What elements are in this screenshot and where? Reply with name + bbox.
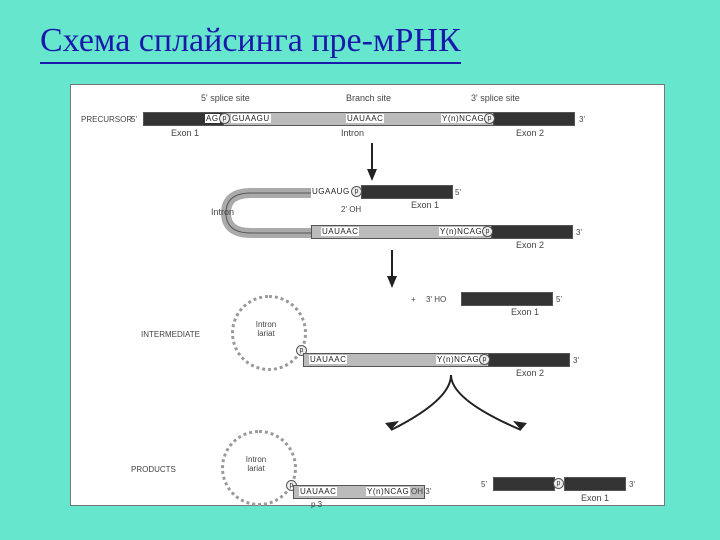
label-3p-c: 3' <box>573 356 579 365</box>
label-2oh: 2' OH <box>341 205 361 214</box>
seq-ag1: AG <box>205 114 220 123</box>
seq-uauaac2: UAUAAC <box>321 227 359 236</box>
arrow2-stem <box>391 250 393 278</box>
seq-uauaac1: UAUAAC <box>346 114 384 123</box>
label-exon1-b: Exon 1 <box>411 200 439 210</box>
label-5p-b: 5' <box>455 188 461 197</box>
step2-exon1 <box>361 185 453 199</box>
label-branch: Branch site <box>346 93 391 103</box>
label-3p-d: 3' <box>629 480 635 489</box>
label-precursor: PRECURSOR <box>81 115 132 124</box>
label-5p-d: 5' <box>481 480 487 489</box>
seq-uauaac4: UAUAAC <box>299 487 337 496</box>
splicing-diagram: 5' splice site Branch site 3' splice sit… <box>70 84 665 506</box>
seq-yncag3: Y(n)NCAG <box>436 355 480 364</box>
p-circle-8: p <box>553 478 564 489</box>
label-3-splice: 3' splice site <box>471 93 520 103</box>
label-5prime: 5' <box>131 115 137 124</box>
p-circle-4: p <box>482 226 493 237</box>
seq-yncag1: Y(n)NCAG <box>441 114 485 123</box>
label-exon1-c: Exon 1 <box>511 307 539 317</box>
precursor-exon2 <box>493 112 575 126</box>
int-exon1 <box>461 292 553 306</box>
seq-yncag4: Y(n)NCAG <box>366 487 410 496</box>
p-circle-6: p <box>479 354 490 365</box>
label-lariat2: Intron lariat <box>236 455 276 473</box>
slide-title: Схема сплайсинга пре-мРНК <box>40 22 461 59</box>
label-p3: p 3 <box>311 500 322 509</box>
label-oh3: OH 3' <box>411 487 431 496</box>
arrow1-head <box>367 169 377 181</box>
label-3p-b: 3' <box>576 228 582 237</box>
arrow2-head <box>387 276 397 288</box>
seq-guaagu: GUAAGU <box>231 114 271 123</box>
label-intron-b: Intron <box>211 207 234 217</box>
p-circle-2: p <box>484 113 495 124</box>
label-exon1-d: Exon 1 <box>581 493 609 503</box>
prod-exon2 <box>564 477 626 491</box>
label-products: PRODUCTS <box>131 465 176 474</box>
arrow1-stem <box>371 143 373 171</box>
label-lariat1: Intron lariat <box>246 320 286 338</box>
label-exon1-a: Exon 1 <box>171 128 199 138</box>
int-exon2 <box>488 353 570 367</box>
branch-arrow-icon <box>361 375 561 445</box>
label-intron-a: Intron <box>341 128 364 138</box>
label-intermediate: INTERMEDIATE <box>141 330 200 339</box>
p-circle-3: p <box>351 186 362 197</box>
label-5p-c: 5' <box>556 295 562 304</box>
label-exon2-b: Exon 2 <box>516 240 544 250</box>
label-3prime: 3' <box>579 115 585 124</box>
step2-exon2 <box>491 225 573 239</box>
label-5-splice: 5' splice site <box>201 93 250 103</box>
seq-yncag2: Y(n)NCAG <box>439 227 483 236</box>
seq-uauaac3: UAUAAC <box>309 355 347 364</box>
title-bar: Схема сплайсинга пре-мРНК <box>0 0 720 74</box>
prod-exon1 <box>493 477 555 491</box>
label-3ho: 3' HO <box>426 295 446 304</box>
label-exon2-a: Exon 2 <box>516 128 544 138</box>
p-circle-1: p <box>219 113 230 124</box>
